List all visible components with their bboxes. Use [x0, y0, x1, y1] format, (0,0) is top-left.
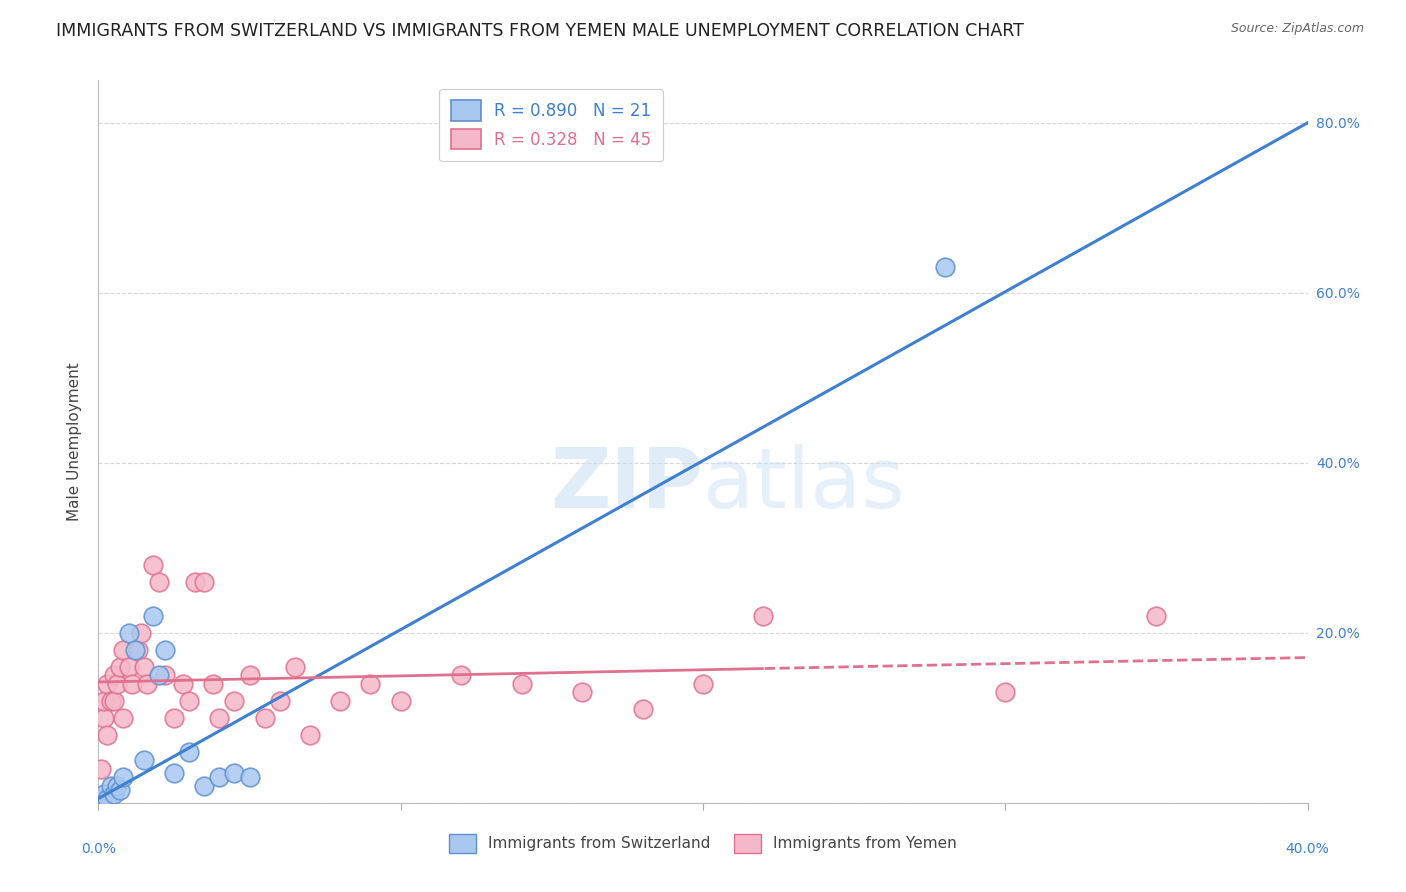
- Point: [450, 668, 472, 682]
- Point: [284, 660, 307, 674]
- Point: [172, 677, 194, 691]
- Point: [571, 685, 593, 699]
- Point: [142, 558, 165, 572]
- Point: [934, 260, 956, 275]
- Point: [93, 694, 115, 708]
- Point: [299, 728, 322, 742]
- Point: [163, 766, 186, 780]
- Point: [1144, 608, 1167, 623]
- Point: [96, 677, 118, 691]
- Point: [389, 694, 412, 708]
- Point: [127, 642, 149, 657]
- Point: [118, 625, 141, 640]
- Point: [631, 702, 654, 716]
- Point: [142, 608, 165, 623]
- Point: [121, 677, 143, 691]
- Point: [239, 770, 262, 784]
- Point: [153, 642, 176, 657]
- Text: 40.0%: 40.0%: [1285, 842, 1330, 855]
- Point: [510, 677, 533, 691]
- Point: [96, 728, 118, 742]
- Point: [163, 711, 186, 725]
- Point: [103, 694, 125, 708]
- Text: atlas: atlas: [703, 444, 904, 525]
- Point: [100, 779, 122, 793]
- Point: [184, 574, 207, 589]
- Point: [111, 642, 134, 657]
- Point: [208, 711, 231, 725]
- Point: [108, 783, 131, 797]
- Point: [179, 694, 201, 708]
- Point: [692, 677, 714, 691]
- Point: [148, 668, 170, 682]
- Text: 0.0%: 0.0%: [82, 842, 115, 855]
- Point: [360, 677, 382, 691]
- Point: [153, 668, 176, 682]
- Point: [100, 694, 122, 708]
- Text: ZIP: ZIP: [551, 444, 703, 525]
- Point: [96, 791, 118, 805]
- Point: [105, 779, 128, 793]
- Point: [202, 677, 225, 691]
- Point: [93, 711, 115, 725]
- Point: [132, 660, 155, 674]
- Point: [103, 787, 125, 801]
- Point: [111, 770, 134, 784]
- Point: [208, 770, 231, 784]
- Text: IMMIGRANTS FROM SWITZERLAND VS IMMIGRANTS FROM YEMEN MALE UNEMPLOYMENT CORRELATI: IMMIGRANTS FROM SWITZERLAND VS IMMIGRANT…: [56, 22, 1024, 40]
- Point: [129, 625, 152, 640]
- Point: [269, 694, 291, 708]
- Point: [105, 677, 128, 691]
- Point: [135, 677, 157, 691]
- Point: [111, 711, 134, 725]
- Point: [179, 745, 201, 759]
- Point: [224, 694, 246, 708]
- Point: [90, 791, 112, 805]
- Point: [239, 668, 262, 682]
- Point: [253, 711, 276, 725]
- Point: [103, 668, 125, 682]
- Point: [132, 753, 155, 767]
- Point: [193, 574, 215, 589]
- Point: [108, 660, 131, 674]
- Point: [93, 787, 115, 801]
- Point: [148, 574, 170, 589]
- Point: [224, 766, 246, 780]
- Point: [752, 608, 775, 623]
- Point: [90, 762, 112, 776]
- Legend: Immigrants from Switzerland, Immigrants from Yemen: Immigrants from Switzerland, Immigrants …: [441, 826, 965, 860]
- Point: [329, 694, 352, 708]
- Text: Source: ZipAtlas.com: Source: ZipAtlas.com: [1230, 22, 1364, 36]
- Point: [118, 660, 141, 674]
- Y-axis label: Male Unemployment: Male Unemployment: [67, 362, 83, 521]
- Point: [193, 779, 215, 793]
- Point: [124, 642, 146, 657]
- Point: [994, 685, 1017, 699]
